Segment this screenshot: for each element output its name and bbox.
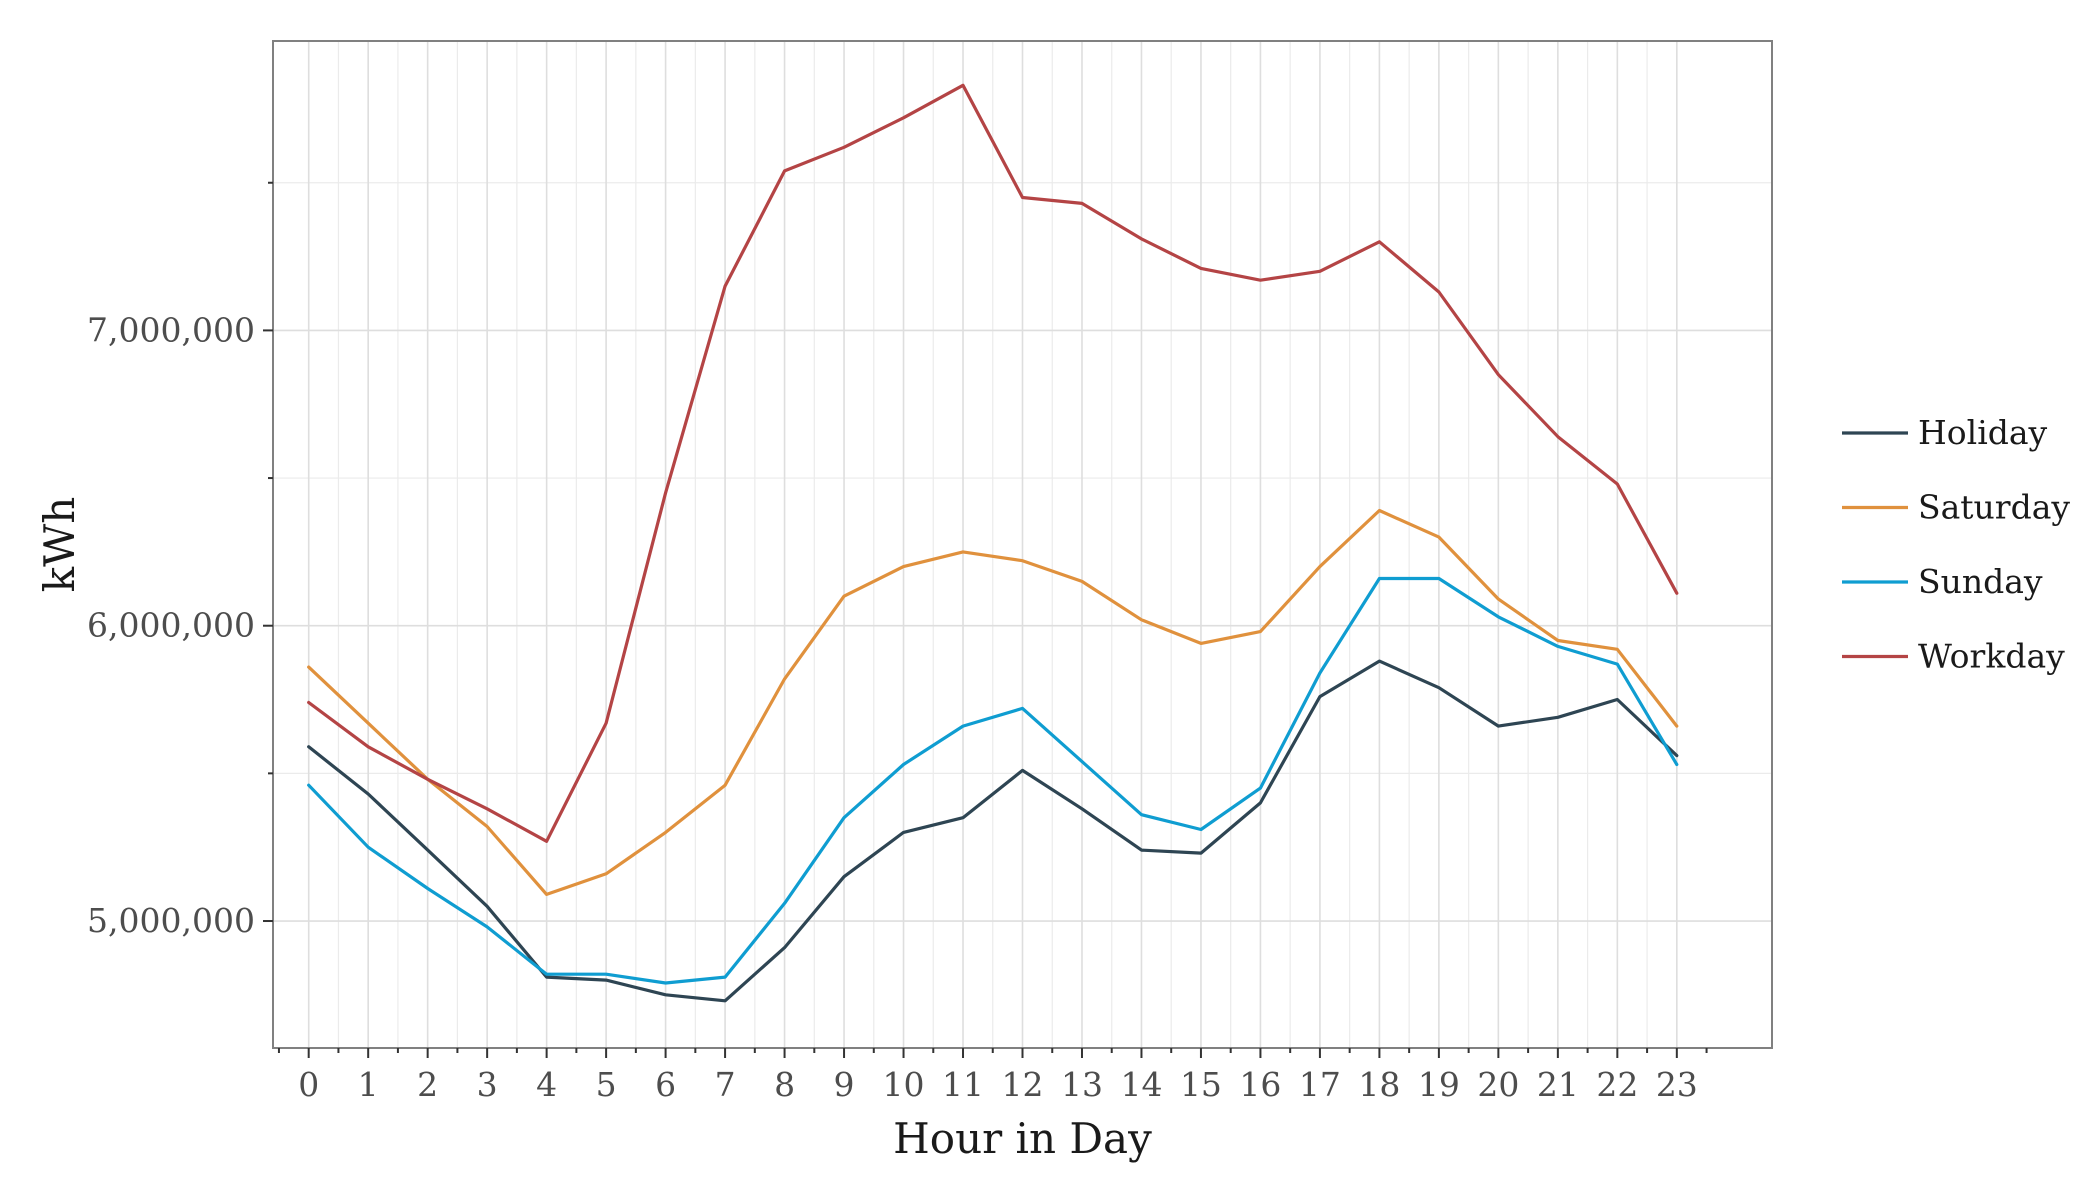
legend: Holiday Saturday Sunday Workday xyxy=(1842,413,2070,676)
series-line-sunday xyxy=(307,576,1679,985)
x-tick-label: 3 xyxy=(477,1065,498,1104)
x-tick-label: 11 xyxy=(942,1065,984,1104)
series-lines xyxy=(307,83,1679,1003)
x-tick-label: 9 xyxy=(834,1065,855,1104)
x-tick-label: 8 xyxy=(774,1065,795,1104)
x-tick-label: 20 xyxy=(1477,1065,1519,1104)
legend-label: Holiday xyxy=(1918,413,2048,452)
legend-item-saturday: Saturday xyxy=(1842,488,2070,527)
legend-label: Workday xyxy=(1918,637,2065,676)
y-tick-label: 6,000,000 xyxy=(87,606,255,645)
x-tick-label: 16 xyxy=(1239,1065,1281,1104)
y-axis-title: kWh xyxy=(35,497,84,593)
series-line-saturday xyxy=(307,508,1679,897)
x-tick-label: 15 xyxy=(1180,1065,1222,1104)
x-tick-label: 10 xyxy=(883,1065,925,1104)
x-tick-label: 18 xyxy=(1358,1065,1400,1104)
x-tick-label: 6 xyxy=(655,1065,676,1104)
x-tick-label: 12 xyxy=(1002,1065,1044,1104)
x-tick-label: 19 xyxy=(1418,1065,1460,1104)
x-axis: 0 1 2 3 4 5 6 7 8 9 10 11 12 13 14 15 16 17 18 19 20 21 22 23 xyxy=(277,1048,1708,1104)
x-tick-label: 5 xyxy=(596,1065,617,1104)
x-tick-label: 21 xyxy=(1537,1065,1579,1104)
y-axis: 5,000,000 6,000,000 7,000,000 xyxy=(87,181,273,940)
x-tick-label: 17 xyxy=(1299,1065,1341,1104)
legend-label: Saturday xyxy=(1918,488,2070,527)
x-tick-label: 22 xyxy=(1596,1065,1638,1104)
x-axis-title: Hour in Day xyxy=(893,1114,1152,1163)
major-gridlines xyxy=(273,41,1772,1048)
legend-item-sunday: Sunday xyxy=(1842,562,2043,601)
x-tick-label: 1 xyxy=(358,1065,379,1104)
legend-item-workday: Workday xyxy=(1842,637,2065,676)
x-tick-label: 0 xyxy=(298,1065,319,1104)
legend-item-holiday: Holiday xyxy=(1842,413,2048,452)
series-line-workday xyxy=(307,83,1679,843)
x-tick-label: 14 xyxy=(1120,1065,1162,1104)
x-tick-label: 4 xyxy=(536,1065,557,1104)
minor-gridlines xyxy=(273,41,1772,1048)
x-tick-label: 7 xyxy=(715,1065,736,1104)
x-tick-label: 13 xyxy=(1061,1065,1103,1104)
x-tick-label: 2 xyxy=(417,1065,438,1104)
y-tick-label: 5,000,000 xyxy=(87,901,255,940)
y-tick-label: 7,000,000 xyxy=(87,310,255,349)
x-tick-label: 23 xyxy=(1656,1065,1698,1104)
legend-label: Sunday xyxy=(1918,562,2043,601)
